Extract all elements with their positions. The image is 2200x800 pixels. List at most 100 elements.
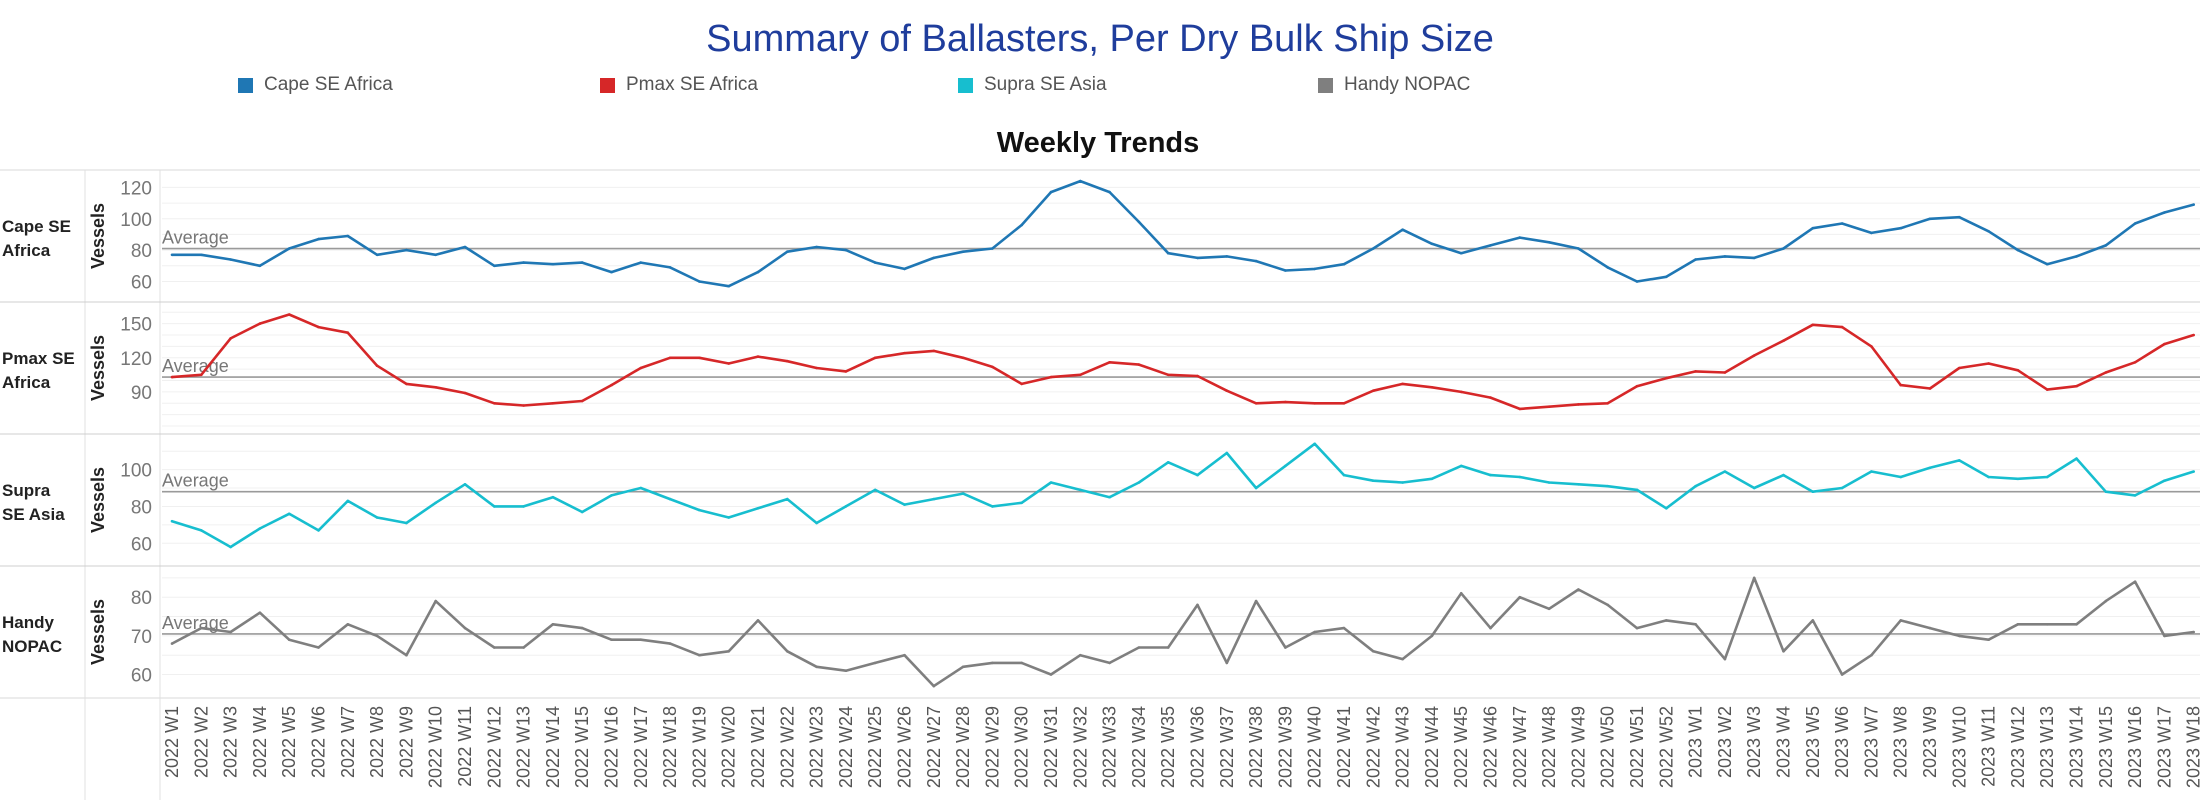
y-tick-label: 80 — [131, 588, 152, 609]
data-point — [1196, 374, 1199, 378]
row-label: Supra — [2, 481, 51, 500]
data-point — [2192, 203, 2195, 206]
y-tick-label: 60 — [131, 534, 152, 555]
row-label: Africa — [2, 373, 51, 392]
data-point — [551, 262, 555, 266]
data-point — [668, 497, 672, 501]
data-point — [258, 322, 262, 325]
legend-item-handy[interactable]: Handy NOPAC — [1318, 72, 1470, 98]
x-tick-label: 2022 W13 — [514, 706, 534, 788]
legend-item-pmax[interactable]: Pmax SE Africa — [600, 72, 758, 98]
data-point — [1166, 251, 1170, 255]
data-point — [580, 261, 584, 264]
data-point — [610, 494, 613, 497]
data-point — [463, 245, 467, 249]
data-point — [580, 626, 584, 630]
data-point — [1372, 389, 1375, 393]
data-point — [405, 521, 408, 525]
data-point — [2045, 623, 2049, 626]
data-point — [1049, 190, 1053, 194]
data-point — [961, 356, 965, 360]
data-point — [1459, 592, 1463, 595]
data-point — [493, 402, 496, 405]
data-point — [551, 495, 555, 499]
data-point — [1518, 236, 1522, 239]
legend-item-supra[interactable]: Supra SE Asia — [958, 72, 1107, 98]
data-point — [463, 391, 467, 395]
data-point — [1284, 464, 1287, 468]
data-point — [844, 248, 848, 252]
data-point — [522, 261, 525, 264]
data-point — [1108, 361, 1111, 364]
data-point — [639, 638, 643, 641]
data-point — [1606, 402, 1609, 405]
y-tick-label: 120 — [120, 349, 152, 370]
x-tick-label: 2022 W10 — [426, 706, 446, 788]
series-line — [172, 179, 2195, 288]
data-point — [1342, 626, 1346, 630]
x-tick-label: 2022 W46 — [1481, 706, 1501, 788]
data-point — [200, 373, 203, 377]
data-point — [2104, 244, 2108, 247]
data-point — [1166, 373, 1170, 377]
x-tick-label: 2022 W5 — [279, 706, 299, 778]
data-point — [1459, 464, 1463, 468]
data-point — [668, 642, 672, 645]
y-tick-label: 80 — [131, 241, 152, 262]
data-point — [698, 653, 701, 657]
y-axis-label: Vessels — [88, 203, 108, 269]
data-point — [1254, 259, 1258, 263]
data-point — [258, 611, 262, 614]
data-point — [434, 501, 438, 505]
legend-swatch-pmax — [600, 77, 615, 93]
data-point — [991, 505, 994, 508]
series-line — [171, 313, 2195, 411]
data-point — [258, 264, 262, 268]
data-point — [932, 256, 936, 260]
data-point — [522, 404, 525, 407]
data-point — [1547, 405, 1551, 409]
data-point — [317, 529, 320, 532]
y-tick-label: 120 — [120, 178, 152, 199]
data-point — [991, 365, 994, 369]
data-point — [698, 280, 701, 283]
data-point — [815, 245, 818, 249]
legend-label-supra: Supra SE Asia — [984, 74, 1107, 95]
data-point — [1752, 256, 1756, 260]
data-point — [1723, 255, 1727, 258]
data-point — [1840, 486, 1844, 490]
data-point — [229, 630, 232, 634]
data-point — [1518, 407, 1522, 411]
data-point — [2075, 457, 2078, 460]
x-tick-label: 2023 W17 — [2154, 706, 2174, 788]
data-point — [1547, 481, 1551, 484]
data-point — [493, 646, 496, 649]
data-point — [1752, 576, 1756, 580]
series-line — [171, 442, 2195, 549]
average-label: Average — [162, 356, 229, 376]
data-point — [287, 638, 291, 641]
chart-subtitle: Weekly Trends — [997, 127, 1200, 159]
data-point — [1840, 325, 1844, 329]
legend-label-pmax: Pmax SE Africa — [626, 74, 758, 95]
data-point — [2075, 623, 2078, 626]
data-point — [2016, 477, 2020, 481]
data-point — [639, 261, 643, 264]
data-point — [756, 619, 760, 622]
data-point — [1079, 373, 1082, 377]
data-point — [2133, 222, 2137, 225]
data-point — [961, 665, 965, 669]
data-point — [1840, 222, 1844, 225]
x-tick-label: 2023 W6 — [1832, 706, 1852, 778]
data-point — [873, 488, 877, 492]
x-tick-label: 2022 W17 — [631, 706, 651, 788]
data-point — [1987, 475, 1990, 479]
data-point — [1987, 638, 1990, 641]
data-point — [1459, 251, 1463, 255]
data-point — [1899, 383, 1902, 387]
data-point — [287, 512, 291, 516]
data-point — [1401, 481, 1404, 484]
legend-item-cape[interactable]: Cape SE Africa — [238, 72, 393, 98]
x-tick-label: 2022 W12 — [484, 706, 504, 788]
data-point — [346, 331, 350, 335]
